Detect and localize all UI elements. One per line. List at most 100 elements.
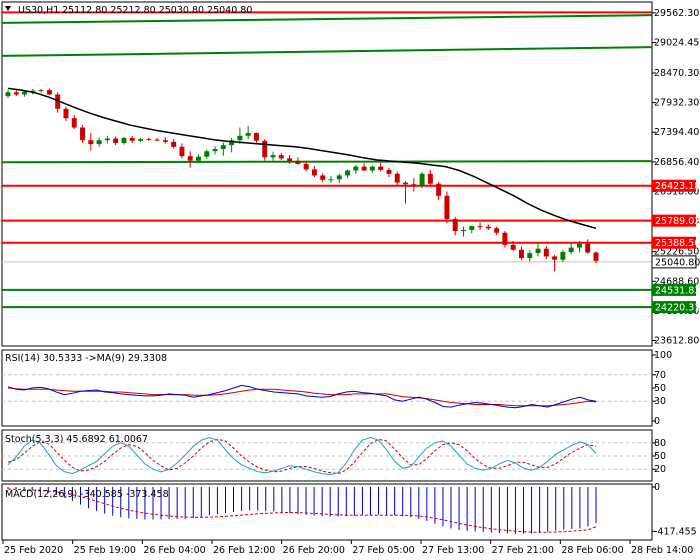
support-level-tag bbox=[652, 283, 696, 296]
price-tick-label: 26856.40 bbox=[654, 157, 699, 168]
candle-body bbox=[436, 183, 442, 196]
rsi-line bbox=[7, 384, 597, 409]
candle-body bbox=[129, 137, 135, 141]
candle-body bbox=[320, 175, 326, 180]
candle-body bbox=[419, 173, 425, 186]
price-panel[interactable]: 29562.30 29024.45 28470.30 27932.30 27394.40… bbox=[1, 8, 700, 347]
candle bbox=[5, 90, 11, 98]
moving-average-path bbox=[7, 87, 597, 230]
candle bbox=[568, 242, 574, 255]
candle bbox=[436, 182, 442, 201]
candle bbox=[46, 88, 52, 96]
support-level-tag-label: 24220.31 bbox=[655, 303, 700, 314]
candle-body bbox=[585, 243, 591, 253]
candle-body bbox=[477, 226, 483, 228]
time-tick-label: 26 Feb 04:00 bbox=[143, 545, 205, 556]
time-tick-label: 27 Feb 05:00 bbox=[352, 545, 414, 556]
candle-body bbox=[204, 151, 210, 157]
candle-body bbox=[121, 137, 127, 143]
candle-body bbox=[237, 135, 243, 141]
candle-body bbox=[353, 166, 359, 171]
candle-body bbox=[494, 228, 500, 233]
candle bbox=[129, 135, 135, 143]
candle bbox=[419, 172, 425, 189]
candle-body bbox=[245, 133, 251, 136]
candle-body bbox=[336, 175, 342, 180]
candle-body bbox=[270, 155, 276, 158]
rsi-panel[interactable]: 100 70 50 30 0 bbox=[2, 350, 672, 427]
candle-body bbox=[80, 127, 86, 141]
macd-tick-label: -417.455 bbox=[654, 526, 697, 537]
candle-body bbox=[187, 156, 193, 161]
candle bbox=[369, 165, 375, 173]
candle-body bbox=[444, 195, 450, 219]
candle bbox=[88, 133, 94, 151]
candle bbox=[187, 151, 193, 168]
candle bbox=[361, 163, 367, 172]
candle bbox=[245, 125, 251, 140]
candle bbox=[80, 124, 86, 143]
candle bbox=[518, 246, 524, 261]
candle bbox=[444, 191, 450, 224]
candle bbox=[71, 115, 77, 130]
candle-body bbox=[403, 182, 409, 185]
candle-body bbox=[502, 232, 508, 245]
candle bbox=[411, 178, 417, 192]
candle bbox=[378, 162, 384, 172]
resistance-level-tag-label: 25789.02 bbox=[655, 216, 700, 227]
candle bbox=[179, 143, 185, 159]
price-frame bbox=[1, 1, 653, 347]
candle-body bbox=[386, 169, 392, 174]
support-channel-line bbox=[1, 160, 653, 164]
candle-body bbox=[229, 140, 235, 146]
chart-header-symbol: US30,H1 bbox=[18, 5, 59, 16]
time-tick-label: 27 Feb 13:00 bbox=[422, 545, 484, 556]
rsi-ma-line bbox=[7, 387, 597, 407]
candle-body bbox=[13, 92, 19, 95]
resistance-level-tag-label: 25388.50 bbox=[655, 238, 700, 249]
candle bbox=[113, 136, 119, 146]
stoch-panel[interactable]: 80 50 20 bbox=[2, 436, 666, 476]
candle-body bbox=[287, 158, 293, 162]
rsi-tick-label: 70 bbox=[654, 370, 666, 381]
candle bbox=[104, 135, 110, 144]
current-price-tag-label: 25040.80 bbox=[655, 257, 700, 268]
price-tick-label: 27932.30 bbox=[654, 98, 699, 109]
candle bbox=[204, 149, 210, 159]
candle-body bbox=[411, 184, 417, 186]
support-channel-line bbox=[1, 14, 653, 24]
candle-body bbox=[154, 139, 160, 141]
candle bbox=[195, 154, 201, 164]
candle-body bbox=[345, 170, 351, 176]
candle-body bbox=[38, 90, 44, 92]
candle-body bbox=[452, 218, 458, 232]
candle-body bbox=[146, 139, 152, 141]
candle bbox=[336, 173, 342, 184]
candle bbox=[262, 139, 268, 161]
candle bbox=[527, 250, 533, 262]
price-tick-label: 23612.80 bbox=[654, 336, 699, 347]
candle bbox=[212, 146, 218, 155]
macd-panel[interactable]: 0 -417.455 bbox=[7, 482, 697, 537]
candle bbox=[146, 137, 152, 141]
candle-body bbox=[5, 92, 11, 97]
rsi-tick-label: 30 bbox=[654, 396, 666, 407]
candle bbox=[461, 226, 466, 237]
candle bbox=[253, 132, 259, 143]
price-tick-label: 24688.60 bbox=[654, 276, 699, 287]
candle-body bbox=[303, 163, 309, 170]
candle bbox=[311, 166, 317, 178]
candle bbox=[278, 152, 284, 161]
moving-average-line bbox=[7, 87, 597, 230]
macd-frame bbox=[1, 483, 653, 541]
candle bbox=[502, 231, 508, 248]
candle bbox=[55, 92, 61, 113]
candle bbox=[303, 160, 309, 172]
candle-body bbox=[278, 155, 284, 159]
support-level-tag-label: 24531.83 bbox=[655, 285, 700, 296]
candle bbox=[593, 251, 599, 264]
candle-body bbox=[361, 166, 367, 171]
candle-body bbox=[30, 90, 36, 92]
candle bbox=[452, 216, 458, 236]
